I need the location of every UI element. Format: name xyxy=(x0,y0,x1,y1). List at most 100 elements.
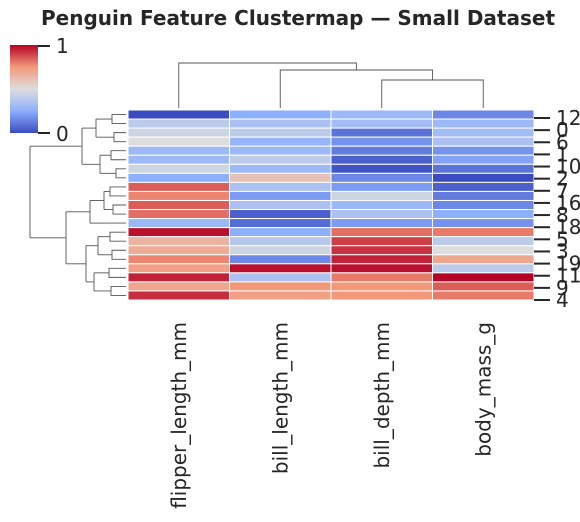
heatmap-cell xyxy=(432,172,535,183)
row-label: 0 xyxy=(556,118,569,142)
heatmap-cell xyxy=(432,163,535,174)
heatmap-cell xyxy=(127,190,230,201)
heatmap-cell xyxy=(432,190,535,201)
colorbar: 1 0 xyxy=(10,34,69,146)
heatmap-cell xyxy=(127,263,230,274)
heatmap-cell xyxy=(432,127,535,138)
heatmap-cell xyxy=(127,209,230,220)
dendrogram-link xyxy=(109,231,126,242)
column-dendrogram xyxy=(178,62,484,108)
column-label: body_mass_g xyxy=(471,322,495,457)
heatmap-cell xyxy=(330,290,433,301)
heatmap-cell xyxy=(432,109,535,120)
heatmap-cell xyxy=(229,181,332,192)
heatmap-cell xyxy=(330,199,433,211)
heatmap-cell xyxy=(127,163,230,174)
heatmap-cell xyxy=(330,245,433,256)
dendrogram-link xyxy=(111,114,126,125)
heatmap-cell xyxy=(432,254,535,265)
heatmap-cell xyxy=(330,172,433,183)
heatmap-cell xyxy=(229,272,332,283)
dendrogram-link xyxy=(113,132,126,143)
dendrogram-link xyxy=(178,62,357,108)
heatmap-cell xyxy=(229,118,332,129)
heatmap-cell xyxy=(432,245,535,256)
row-label: 18 xyxy=(556,215,580,239)
heatmap-cell xyxy=(229,127,332,138)
row-label: 19 xyxy=(556,252,580,276)
heatmap-cell xyxy=(330,136,433,147)
heatmap-cell xyxy=(229,136,332,147)
heatmap-cell xyxy=(330,127,433,138)
heatmap-cell xyxy=(127,218,230,229)
dendrogram-link xyxy=(108,267,126,278)
heatmap-cell xyxy=(432,218,535,229)
heatmap-cell xyxy=(432,272,535,283)
heatmap-cell xyxy=(229,190,332,201)
heatmap-cell xyxy=(127,127,230,138)
column-tick-labels: flipper_length_mm bill_length_mm bill_dept… xyxy=(167,322,496,509)
heatmap-cell xyxy=(330,236,433,247)
heatmap-cell xyxy=(229,254,332,265)
dendrogram-link xyxy=(381,79,484,108)
heatmap-cell xyxy=(432,199,535,211)
heatmap-cell xyxy=(127,245,230,256)
column-label: bill_length_mm xyxy=(268,322,292,474)
heatmap-cell xyxy=(229,245,332,256)
heatmap-cell xyxy=(432,118,535,129)
row-label: 11 xyxy=(556,264,580,288)
heatmap-cell xyxy=(330,227,433,238)
heatmap-cell xyxy=(330,272,433,283)
heatmap-cell xyxy=(229,281,332,292)
dendrogram-link xyxy=(110,150,126,161)
row-label: 1 xyxy=(556,142,569,166)
heatmap-cell xyxy=(127,272,230,283)
heatmap-cell xyxy=(330,145,433,156)
heatmap-cell xyxy=(229,236,332,247)
heatmap-cell xyxy=(229,154,332,165)
chart-title: Penguin Feature Clustermap — Small Datas… xyxy=(41,6,555,30)
heatmap-cell xyxy=(229,163,332,174)
row-label: 8 xyxy=(556,203,569,227)
heatmap-cell xyxy=(229,218,332,229)
row-label: 12 xyxy=(556,106,580,130)
row-label: 7 xyxy=(556,179,569,203)
row-dendrogram xyxy=(29,114,126,296)
heatmap-cell xyxy=(432,181,535,192)
heatmap-cell xyxy=(330,218,433,229)
heatmap-cell xyxy=(127,199,230,211)
heatmap-cell xyxy=(127,154,230,165)
heatmap-cell xyxy=(432,227,535,238)
dendrogram-link xyxy=(115,168,126,179)
dendrogram-link xyxy=(109,186,126,197)
colorbar-label-min: 0 xyxy=(56,122,69,146)
heatmap-cell xyxy=(229,290,332,301)
heatmap-cell xyxy=(229,199,332,211)
heatmap-cell xyxy=(330,109,433,120)
dendrogram-link xyxy=(111,249,126,260)
dendrogram-link xyxy=(279,69,433,108)
heatmap-cell xyxy=(432,236,535,247)
heatmap-cell xyxy=(432,136,535,147)
colorbar-label-max: 1 xyxy=(56,34,69,58)
heatmap-cell xyxy=(127,145,230,156)
row-label: 16 xyxy=(556,191,580,215)
heatmap-cell xyxy=(432,154,535,165)
heatmap-cell xyxy=(330,254,433,265)
heatmap-cell xyxy=(127,118,230,129)
heatmap-cell xyxy=(229,227,332,238)
row-label: 3 xyxy=(556,239,569,263)
column-label: bill_depth_mm xyxy=(370,322,394,469)
row-label: 2 xyxy=(556,167,569,191)
heatmap-cell xyxy=(127,227,230,238)
heatmap-cell xyxy=(127,254,230,265)
heatmap-cell xyxy=(330,118,433,129)
heatmap-cell xyxy=(330,154,433,165)
colorbar-gradient xyxy=(10,45,38,133)
heatmap-cell xyxy=(330,263,433,274)
heatmap-cell xyxy=(229,145,332,156)
dendrogram-link xyxy=(112,204,126,215)
heatmap-cell xyxy=(330,181,433,192)
